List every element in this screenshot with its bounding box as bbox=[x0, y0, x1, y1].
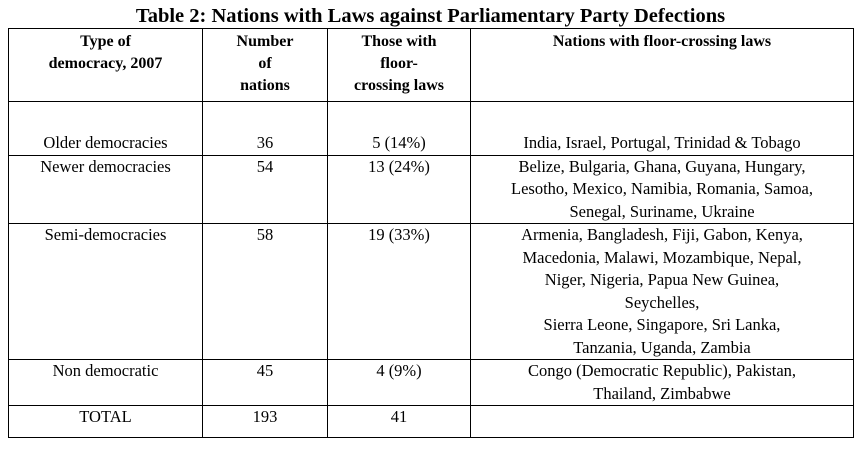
nations-line: Armenia, Bangladesh, Fiji, Gabon, Kenya, bbox=[521, 225, 803, 244]
defections-table: Type of democracy, 2007 Number of nation… bbox=[8, 28, 854, 438]
header-number-line: of bbox=[258, 55, 272, 72]
table-row-total: TOTAL 193 41 bbox=[8, 405, 854, 438]
nations-line: India, Israel, Portugal, Trinidad & Toba… bbox=[523, 133, 801, 152]
nations-line: Lesotho, Mexico, Namibia, Romania, Samoa… bbox=[511, 179, 813, 198]
cell-type: Semi-democracies bbox=[8, 223, 203, 360]
cell-total-number: 193 bbox=[202, 405, 328, 438]
header-nations: Nations with floor-crossing laws bbox=[470, 28, 854, 102]
header-with-laws-line: Those with bbox=[361, 33, 437, 50]
nations-line: Tanzania, Uganda, Zambia bbox=[573, 337, 751, 357]
header-type-line: democracy, 2007 bbox=[48, 55, 163, 72]
cell-number: 36 bbox=[202, 101, 328, 156]
table-row-semi: Semi-democracies 58 19 (33%) Armenia, Ba… bbox=[8, 223, 854, 360]
cell-number: 54 bbox=[202, 154, 328, 224]
cell-with-laws: 19 (33%) bbox=[327, 223, 471, 360]
header-with-laws-line: floor- bbox=[380, 55, 418, 72]
cell-type: Older democracies bbox=[8, 101, 203, 156]
nations-line: Belize, Bulgaria, Ghana, Guyana, Hungary… bbox=[518, 156, 806, 176]
cell-number: 45 bbox=[202, 359, 328, 406]
cell-nations: India, Israel, Portugal, Trinidad & Toba… bbox=[470, 101, 854, 156]
nations-line: Seychelles, bbox=[624, 292, 700, 312]
table-row-newer: Newer democracies 54 13 (24%) Belize, Bu… bbox=[8, 154, 854, 224]
header-row: Type of democracy, 2007 Number of nation… bbox=[8, 28, 854, 102]
cell-type: Newer democracies bbox=[8, 154, 203, 224]
header-number-line: nations bbox=[240, 77, 290, 94]
cell-with-laws: 13 (24%) bbox=[327, 154, 471, 224]
cell-with-laws: 4 (9%) bbox=[327, 359, 471, 406]
nations-line: Macedonia, Malawi, Mozambique, Nepal, bbox=[522, 247, 802, 267]
nations-line: Sierra Leone, Singapore, Sri Lanka, bbox=[543, 315, 781, 334]
table-row-older: Older democracies 36 5 (14%) India, Isra… bbox=[8, 101, 854, 156]
nations-line: Niger, Nigeria, Papua New Guinea, bbox=[544, 270, 780, 289]
nations-line: Senegal, Suriname, Ukraine bbox=[569, 201, 755, 221]
cell-total-with-laws: 41 bbox=[327, 405, 471, 438]
cell-nations: Belize, Bulgaria, Ghana, Guyana, Hungary… bbox=[470, 154, 854, 224]
cell-total-nations bbox=[470, 405, 854, 438]
table-title: Table 2: Nations with Laws against Parli… bbox=[135, 5, 726, 27]
cell-total-label: TOTAL bbox=[8, 405, 203, 438]
header-type-line: Type of bbox=[80, 33, 131, 50]
header-number: Number of nations bbox=[202, 28, 328, 102]
nations-line: Thailand, Zimbabwe bbox=[593, 383, 731, 403]
cell-type: Non democratic bbox=[8, 359, 203, 406]
cell-with-laws: 5 (14%) bbox=[327, 101, 471, 156]
header-type: Type of democracy, 2007 bbox=[8, 28, 203, 102]
cell-nations: Congo (Democratic Republic), Pakistan, T… bbox=[470, 359, 854, 406]
table-row-non-democratic: Non democratic 45 4 (9%) Congo (Democrat… bbox=[8, 359, 854, 406]
cell-nations: Armenia, Bangladesh, Fiji, Gabon, Kenya,… bbox=[470, 223, 854, 360]
cell-number: 58 bbox=[202, 223, 328, 360]
nations-line: Congo (Democratic Republic), Pakistan, bbox=[527, 361, 797, 380]
header-number-line: Number bbox=[236, 33, 294, 50]
header-with-laws-line: crossing laws bbox=[354, 77, 444, 94]
header-with-laws: Those with floor- crossing laws bbox=[327, 28, 471, 102]
